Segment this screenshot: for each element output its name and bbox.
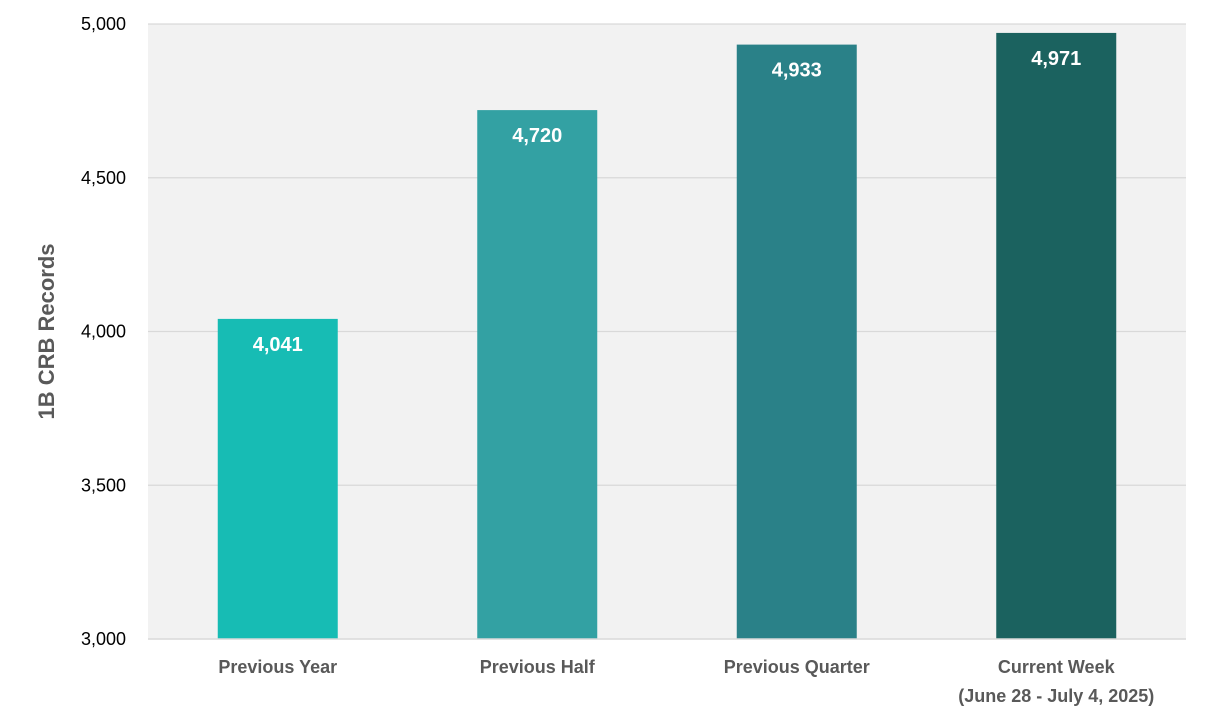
x-axis-categories: Previous Year Previous Half Previous Quart… [218,657,1154,706]
y-tick-label: 4,500 [81,168,126,188]
bar [217,318,338,639]
y-tick-label: 4,000 [81,322,126,342]
data-labels: 4,041 4,720 4,933 4,971 [253,48,1082,356]
y-tick-label: 5,000 [81,14,126,34]
y-tick-label: 3,500 [81,475,126,495]
category-label: Previous Quarter [724,657,870,677]
category-label: Previous Year [218,657,337,677]
bars [217,32,1117,640]
y-tick-label: 3,000 [81,629,126,649]
bar-value-label: 4,720 [512,125,562,147]
bar-value-label: 4,971 [1031,48,1081,70]
y-axis-ticks: 3,000 3,500 4,000 4,500 5,000 [81,14,126,649]
bar [477,110,598,640]
bar-value-label: 4,933 [772,60,822,82]
category-label: Previous Half [480,657,596,677]
bar [996,32,1117,640]
y-axis-title: 1B CRB Records [34,243,59,419]
category-label: Current Week [998,657,1116,677]
bar [736,44,857,640]
bar-value-label: 4,041 [253,334,303,356]
category-label-subtitle: (June 28 - July 4, 2025) [958,686,1154,706]
